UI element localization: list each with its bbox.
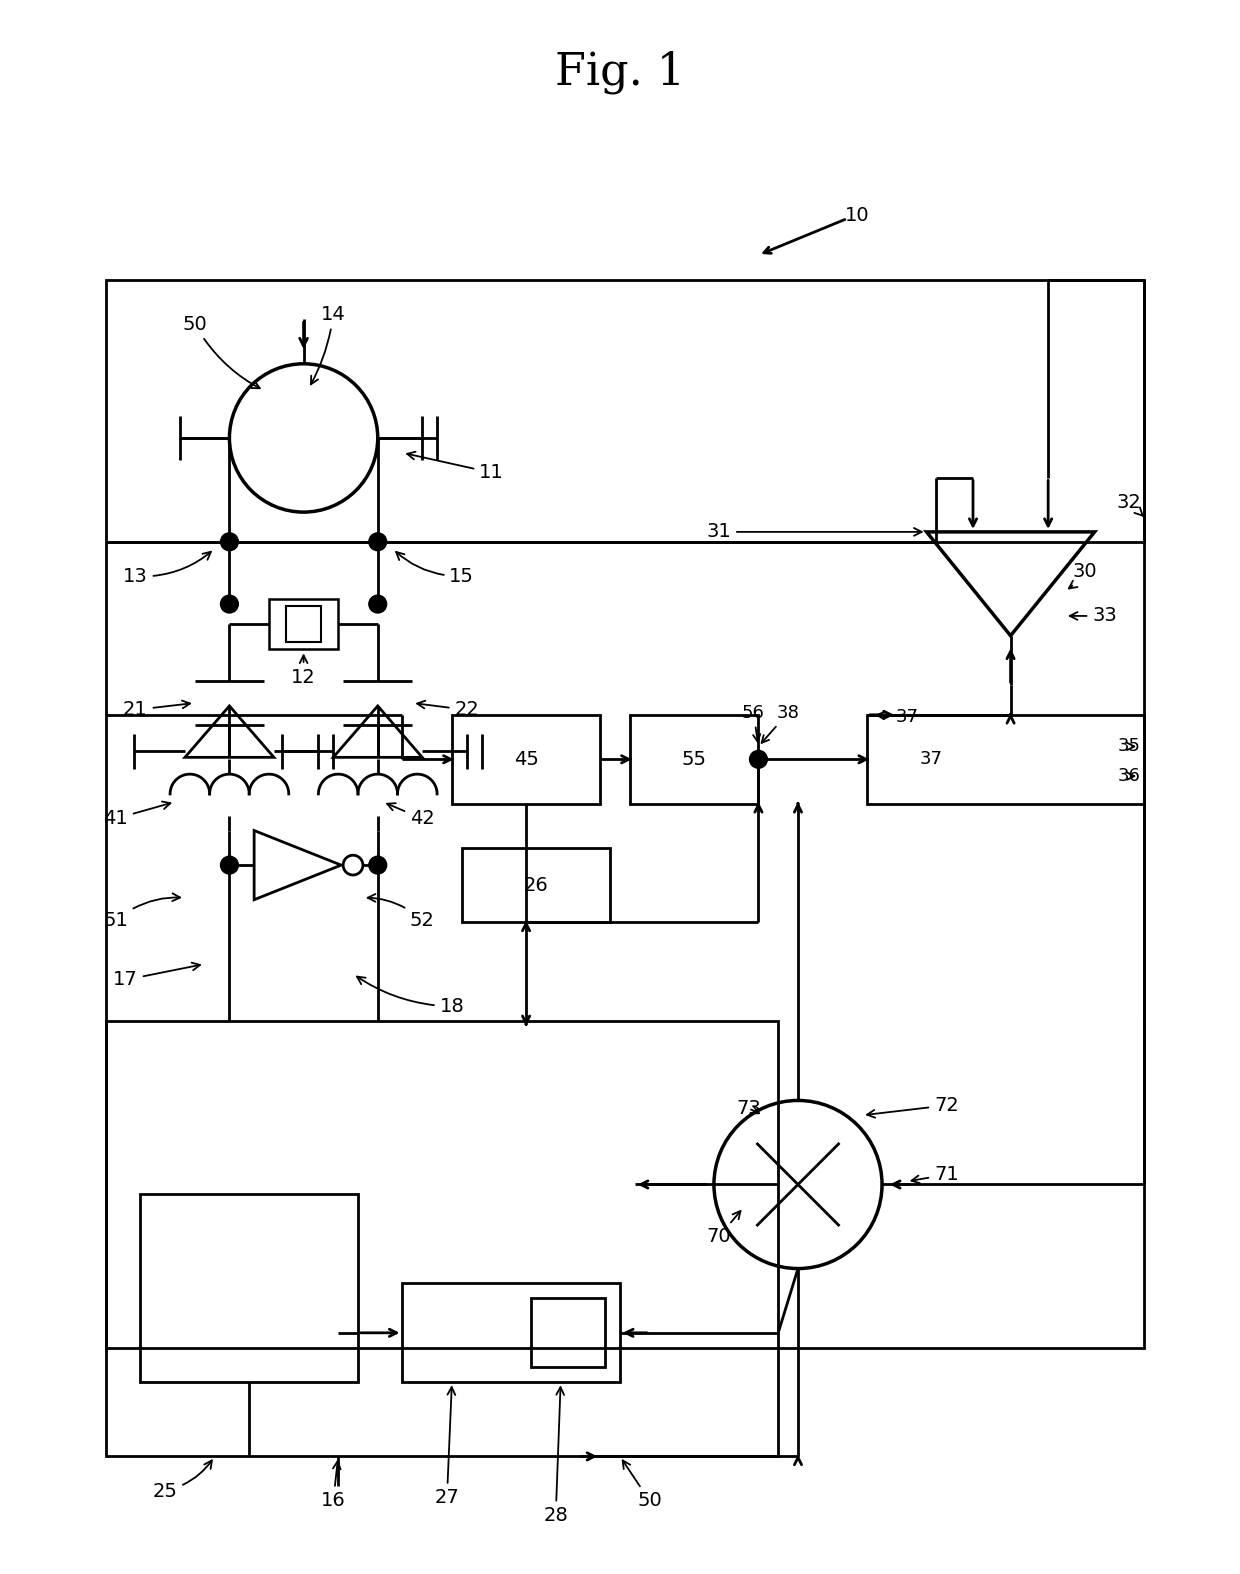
Text: 70: 70 xyxy=(707,1210,740,1247)
Circle shape xyxy=(749,751,768,768)
Text: 26: 26 xyxy=(523,877,548,896)
Text: 18: 18 xyxy=(357,976,464,1015)
Bar xyxy=(269,600,339,648)
Bar xyxy=(531,1299,605,1368)
Circle shape xyxy=(343,855,363,875)
Text: 25: 25 xyxy=(153,1461,212,1500)
Circle shape xyxy=(221,856,238,874)
Bar xyxy=(105,1022,779,1456)
Text: 27: 27 xyxy=(434,1387,459,1508)
Text: 11: 11 xyxy=(407,452,503,482)
Text: 22: 22 xyxy=(417,700,479,719)
Text: 28: 28 xyxy=(543,1387,568,1525)
Text: 15: 15 xyxy=(396,552,474,586)
Text: 30: 30 xyxy=(1069,562,1097,589)
Bar xyxy=(451,715,600,804)
Text: 52: 52 xyxy=(368,894,435,930)
Text: 72: 72 xyxy=(867,1096,959,1118)
Circle shape xyxy=(221,595,238,612)
Text: 33: 33 xyxy=(1070,606,1117,625)
Text: 37: 37 xyxy=(877,708,919,726)
Bar xyxy=(630,715,759,804)
Text: 71: 71 xyxy=(911,1165,959,1184)
Bar xyxy=(867,715,1145,804)
Bar xyxy=(461,848,610,922)
Text: 32: 32 xyxy=(1117,493,1143,516)
Text: 41: 41 xyxy=(103,801,170,828)
Text: 12: 12 xyxy=(291,655,316,686)
Text: 31: 31 xyxy=(707,523,921,541)
Bar xyxy=(403,1283,620,1382)
Text: 51: 51 xyxy=(103,894,180,930)
Bar xyxy=(285,606,321,642)
Text: 17: 17 xyxy=(113,963,200,990)
Text: 36: 36 xyxy=(1117,767,1141,785)
Text: 35: 35 xyxy=(1117,738,1141,756)
Text: 56: 56 xyxy=(742,704,765,741)
Text: 45: 45 xyxy=(513,749,538,768)
Text: 16: 16 xyxy=(321,1461,346,1511)
Text: 55: 55 xyxy=(682,749,707,768)
Text: 13: 13 xyxy=(123,552,211,586)
Bar xyxy=(105,280,1145,1347)
Text: 37: 37 xyxy=(920,751,942,768)
Text: 42: 42 xyxy=(387,803,434,828)
Circle shape xyxy=(221,534,238,551)
Circle shape xyxy=(368,595,387,612)
Circle shape xyxy=(368,534,387,551)
Text: 73: 73 xyxy=(737,1099,761,1118)
Circle shape xyxy=(368,856,387,874)
Text: 14: 14 xyxy=(311,305,346,384)
Text: 21: 21 xyxy=(123,700,190,719)
Text: 10: 10 xyxy=(844,206,869,225)
Text: 50: 50 xyxy=(622,1461,662,1511)
Text: 50: 50 xyxy=(182,315,260,389)
Text: 38: 38 xyxy=(761,704,800,743)
Text: Fig. 1: Fig. 1 xyxy=(556,50,684,94)
Bar xyxy=(140,1195,358,1382)
